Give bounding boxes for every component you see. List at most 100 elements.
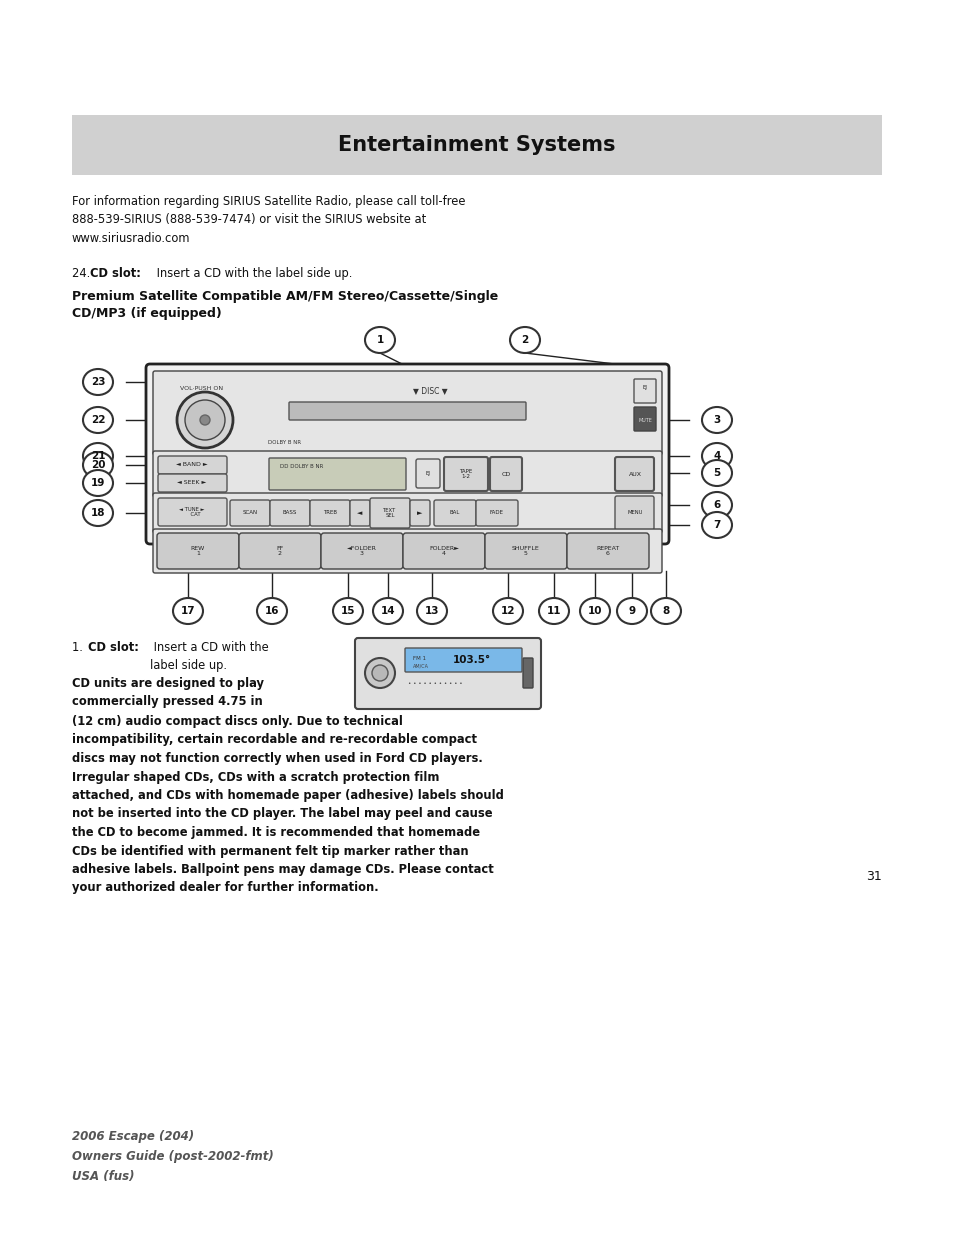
- FancyBboxPatch shape: [270, 500, 310, 526]
- Text: • • • • • • • • • • •: • • • • • • • • • • •: [408, 680, 462, 685]
- Circle shape: [372, 664, 388, 680]
- FancyBboxPatch shape: [152, 493, 661, 534]
- Text: 18: 18: [91, 508, 105, 517]
- FancyBboxPatch shape: [566, 534, 648, 569]
- FancyBboxPatch shape: [490, 457, 521, 492]
- FancyBboxPatch shape: [416, 459, 439, 488]
- Text: 14: 14: [380, 606, 395, 616]
- Text: SHUFFLE
5: SHUFFLE 5: [512, 546, 539, 557]
- Text: 24.: 24.: [71, 267, 93, 280]
- FancyBboxPatch shape: [522, 658, 533, 688]
- FancyBboxPatch shape: [146, 364, 668, 543]
- Text: FM 1: FM 1: [413, 656, 426, 661]
- Text: MUTE: MUTE: [638, 417, 651, 422]
- FancyBboxPatch shape: [405, 648, 521, 672]
- Text: Insert a CD with the label side up.: Insert a CD with the label side up.: [152, 267, 352, 280]
- Text: 1: 1: [376, 335, 383, 345]
- Text: Insert a CD with the
label side up.: Insert a CD with the label side up.: [150, 641, 269, 672]
- FancyBboxPatch shape: [410, 500, 430, 526]
- Text: 7: 7: [713, 520, 720, 530]
- FancyBboxPatch shape: [443, 457, 488, 492]
- Ellipse shape: [83, 369, 112, 395]
- FancyBboxPatch shape: [615, 496, 654, 530]
- FancyBboxPatch shape: [634, 408, 656, 431]
- Text: 1.: 1.: [71, 641, 87, 655]
- FancyBboxPatch shape: [158, 474, 227, 492]
- Text: 13: 13: [424, 606, 438, 616]
- Text: ◄: ◄: [357, 510, 362, 516]
- Text: CD units are designed to play
commercially pressed 4.75 in: CD units are designed to play commercial…: [71, 677, 264, 708]
- Text: 12: 12: [500, 606, 515, 616]
- Ellipse shape: [83, 471, 112, 496]
- Text: Premium Satellite Compatible AM/FM Stereo/Cassette/Single
CD/MP3 (if equipped): Premium Satellite Compatible AM/FM Stere…: [71, 290, 497, 321]
- FancyBboxPatch shape: [152, 370, 661, 454]
- Ellipse shape: [83, 443, 112, 469]
- Ellipse shape: [416, 598, 447, 624]
- Text: CD slot:: CD slot:: [88, 641, 139, 655]
- Text: REW
1: REW 1: [191, 546, 205, 557]
- Circle shape: [185, 400, 225, 440]
- FancyBboxPatch shape: [476, 500, 517, 526]
- Text: 9: 9: [628, 606, 635, 616]
- Text: 103.5°: 103.5°: [453, 655, 491, 664]
- FancyBboxPatch shape: [402, 534, 484, 569]
- Text: 19: 19: [91, 478, 105, 488]
- Ellipse shape: [493, 598, 522, 624]
- Text: TAPE
1-2: TAPE 1-2: [459, 468, 472, 479]
- Ellipse shape: [701, 459, 731, 487]
- Text: 11: 11: [546, 606, 560, 616]
- Ellipse shape: [333, 598, 363, 624]
- Text: TREB: TREB: [323, 510, 336, 515]
- Text: 21: 21: [91, 451, 105, 461]
- Text: 22: 22: [91, 415, 105, 425]
- Text: ◄ TUNE ►
    CAT: ◄ TUNE ► CAT: [179, 506, 205, 517]
- Text: EJ: EJ: [641, 385, 647, 390]
- FancyBboxPatch shape: [269, 458, 406, 490]
- Ellipse shape: [373, 598, 402, 624]
- Text: DOLBY B NR: DOLBY B NR: [268, 440, 301, 445]
- FancyBboxPatch shape: [615, 457, 654, 492]
- Text: For information regarding SIRIUS Satellite Radio, please call toll-free
888-539-: For information regarding SIRIUS Satelli…: [71, 195, 465, 245]
- Circle shape: [365, 658, 395, 688]
- Ellipse shape: [701, 513, 731, 538]
- Text: FF
2: FF 2: [276, 546, 283, 557]
- Text: CD slot:: CD slot:: [90, 267, 141, 280]
- Ellipse shape: [701, 408, 731, 433]
- FancyBboxPatch shape: [157, 534, 239, 569]
- FancyBboxPatch shape: [239, 534, 320, 569]
- Ellipse shape: [701, 443, 731, 469]
- Ellipse shape: [579, 598, 609, 624]
- Ellipse shape: [510, 327, 539, 353]
- Text: 2: 2: [521, 335, 528, 345]
- Text: 6: 6: [713, 500, 720, 510]
- FancyBboxPatch shape: [434, 500, 476, 526]
- Text: VOL·PUSH ON: VOL·PUSH ON: [180, 387, 223, 391]
- FancyBboxPatch shape: [152, 451, 661, 496]
- Text: 10: 10: [587, 606, 601, 616]
- FancyBboxPatch shape: [289, 403, 525, 420]
- Text: (12 cm) audio compact discs only. Due to technical
incompatibility, certain reco: (12 cm) audio compact discs only. Due to…: [71, 715, 503, 894]
- Text: ◄FOLDER
3: ◄FOLDER 3: [347, 546, 376, 557]
- Text: SCAN: SCAN: [242, 510, 257, 515]
- Text: BAL: BAL: [450, 510, 459, 515]
- Text: 17: 17: [180, 606, 195, 616]
- Circle shape: [177, 391, 233, 448]
- FancyBboxPatch shape: [158, 498, 227, 526]
- Ellipse shape: [538, 598, 568, 624]
- Text: 3: 3: [713, 415, 720, 425]
- Text: 23: 23: [91, 377, 105, 387]
- Text: TEXT
SEL: TEXT SEL: [383, 508, 396, 519]
- Text: 20: 20: [91, 459, 105, 471]
- Text: 31: 31: [865, 869, 882, 883]
- Ellipse shape: [701, 492, 731, 517]
- Ellipse shape: [83, 500, 112, 526]
- Text: DD DOLBY B NR: DD DOLBY B NR: [280, 464, 323, 469]
- Text: Owners Guide (post-2002-fmt): Owners Guide (post-2002-fmt): [71, 1150, 274, 1163]
- FancyBboxPatch shape: [634, 379, 656, 403]
- Ellipse shape: [256, 598, 287, 624]
- Text: AM/CA: AM/CA: [413, 663, 429, 668]
- FancyBboxPatch shape: [355, 638, 540, 709]
- Bar: [71, 115, 882, 175]
- Text: CD: CD: [501, 472, 510, 477]
- Text: REPEAT
6: REPEAT 6: [596, 546, 619, 557]
